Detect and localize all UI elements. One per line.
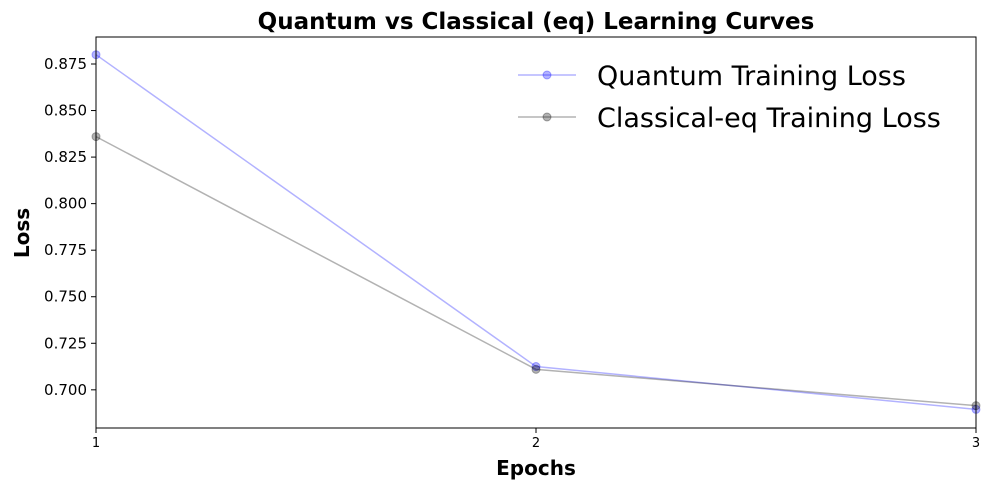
classical-eq-training-loss-line: [95, 135, 977, 407]
quantum-training-loss-point: [531, 362, 541, 372]
y-axis: 0.700 0.725 0.750 0.775 0.800 0.825 0.850 0.875: [44, 55, 96, 399]
legend-swatch-marker: [542, 112, 552, 122]
classical-eq-training-loss-point: [531, 364, 541, 374]
x-tick-label: 1: [92, 436, 100, 451]
legend-swatch-marker: [542, 70, 552, 80]
y-tick-label: 0.775: [44, 241, 87, 259]
x-axis: 1 2 3: [92, 428, 980, 451]
y-tick-label: 0.750: [44, 288, 87, 306]
y-tick-label: 0.875: [44, 55, 87, 73]
x-axis-label: Epochs: [496, 456, 576, 480]
x-tick-label: 3: [972, 436, 980, 451]
y-tick-label: 0.800: [44, 195, 87, 213]
quantum-training-loss-line: [95, 54, 977, 411]
x-tick-label: 2: [532, 436, 540, 451]
y-tick-label: 0.850: [44, 102, 87, 120]
y-tick-label: 0.825: [44, 148, 87, 166]
y-tick-label: 0.700: [44, 381, 87, 399]
y-axis-label: Loss: [10, 208, 34, 258]
y-tick-label: 0.725: [44, 334, 87, 352]
legend: Quantum Training Loss Classical-eq Traini…: [518, 61, 941, 134]
chart-title: Quantum vs Classical (eq) Learning Curve…: [258, 9, 815, 35]
legend-label: Quantum Training Loss: [597, 61, 906, 92]
legend-label: Classical-eq Training Loss: [597, 103, 941, 134]
